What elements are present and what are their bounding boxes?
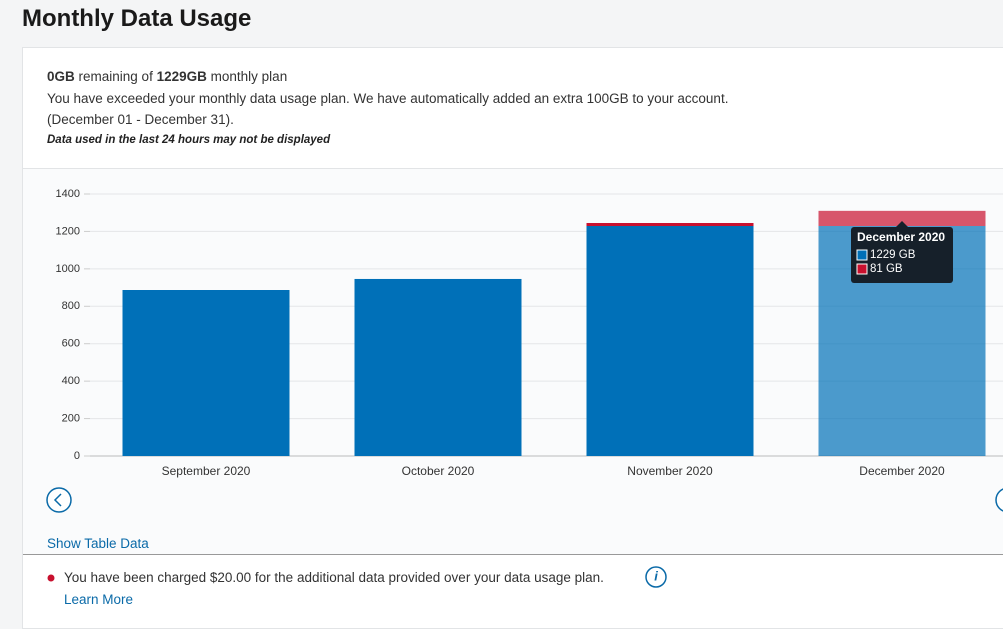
tooltip-value: 81 GB [870,263,903,275]
x-tick-label: November 2020 [627,464,713,478]
y-tick-label: 600 [62,338,80,350]
bullet [47,574,55,582]
info-glyph: i [654,568,658,583]
plan: 1229GB [156,69,207,84]
plan-text: monthly plan [210,69,288,84]
remaining-text: remaining of [78,69,153,84]
tooltip-title: December 2020 [857,230,945,244]
page-title: Monthly Data Usage [22,5,252,32]
x-tick-label: December 2020 [859,464,945,478]
notice: You have exceeded your monthly data usag… [47,91,729,106]
next-button[interactable] [995,488,1003,512]
tooltip-swatch [856,249,868,261]
x-tick-label: October 2020 [402,464,475,478]
plan-summary: 0GB remaining of 1229GB monthly plan [47,69,287,84]
chart: i 0 200 400 600 800 1000 1200 1400 September 202… [46,188,1003,588]
charge-note: You have been charged $20.00 for the add… [64,570,604,585]
y-tick-label: 1200 [56,225,80,237]
disclaimer: Data used in the last 24 hours may not b… [47,134,331,146]
remaining: 0GB [47,69,75,84]
info-icon[interactable] [645,566,667,588]
tooltip-value: 1229 GB [870,249,916,261]
y-tick-label: 1000 [56,263,80,275]
bar-segment [818,210,986,227]
period: (December 01 - December 31). [47,112,234,127]
tooltip [851,227,953,283]
prev-arrow [53,493,62,507]
page: Monthly Data Usage 0GB remaining of 1229… [22,5,1003,629]
y-tick-label: 800 [62,300,80,312]
bar-segment [586,226,754,456]
y-tick-label: 1400 [56,188,80,200]
x-tick-label: September 2020 [162,464,251,478]
y-tick-label: 400 [62,375,80,387]
y-tick-label: 0 [74,450,80,462]
prev-button[interactable] [46,487,72,513]
bar-segment [586,223,754,227]
y-tick-label: 200 [62,412,80,424]
bar-segment [122,290,290,456]
tooltip-arrow [896,221,908,227]
learn-more-link[interactable]: Learn More [64,592,134,607]
tooltip-swatch [856,263,868,275]
bar-segment [354,278,522,456]
show-table-link[interactable]: Show Table Data [47,536,149,551]
